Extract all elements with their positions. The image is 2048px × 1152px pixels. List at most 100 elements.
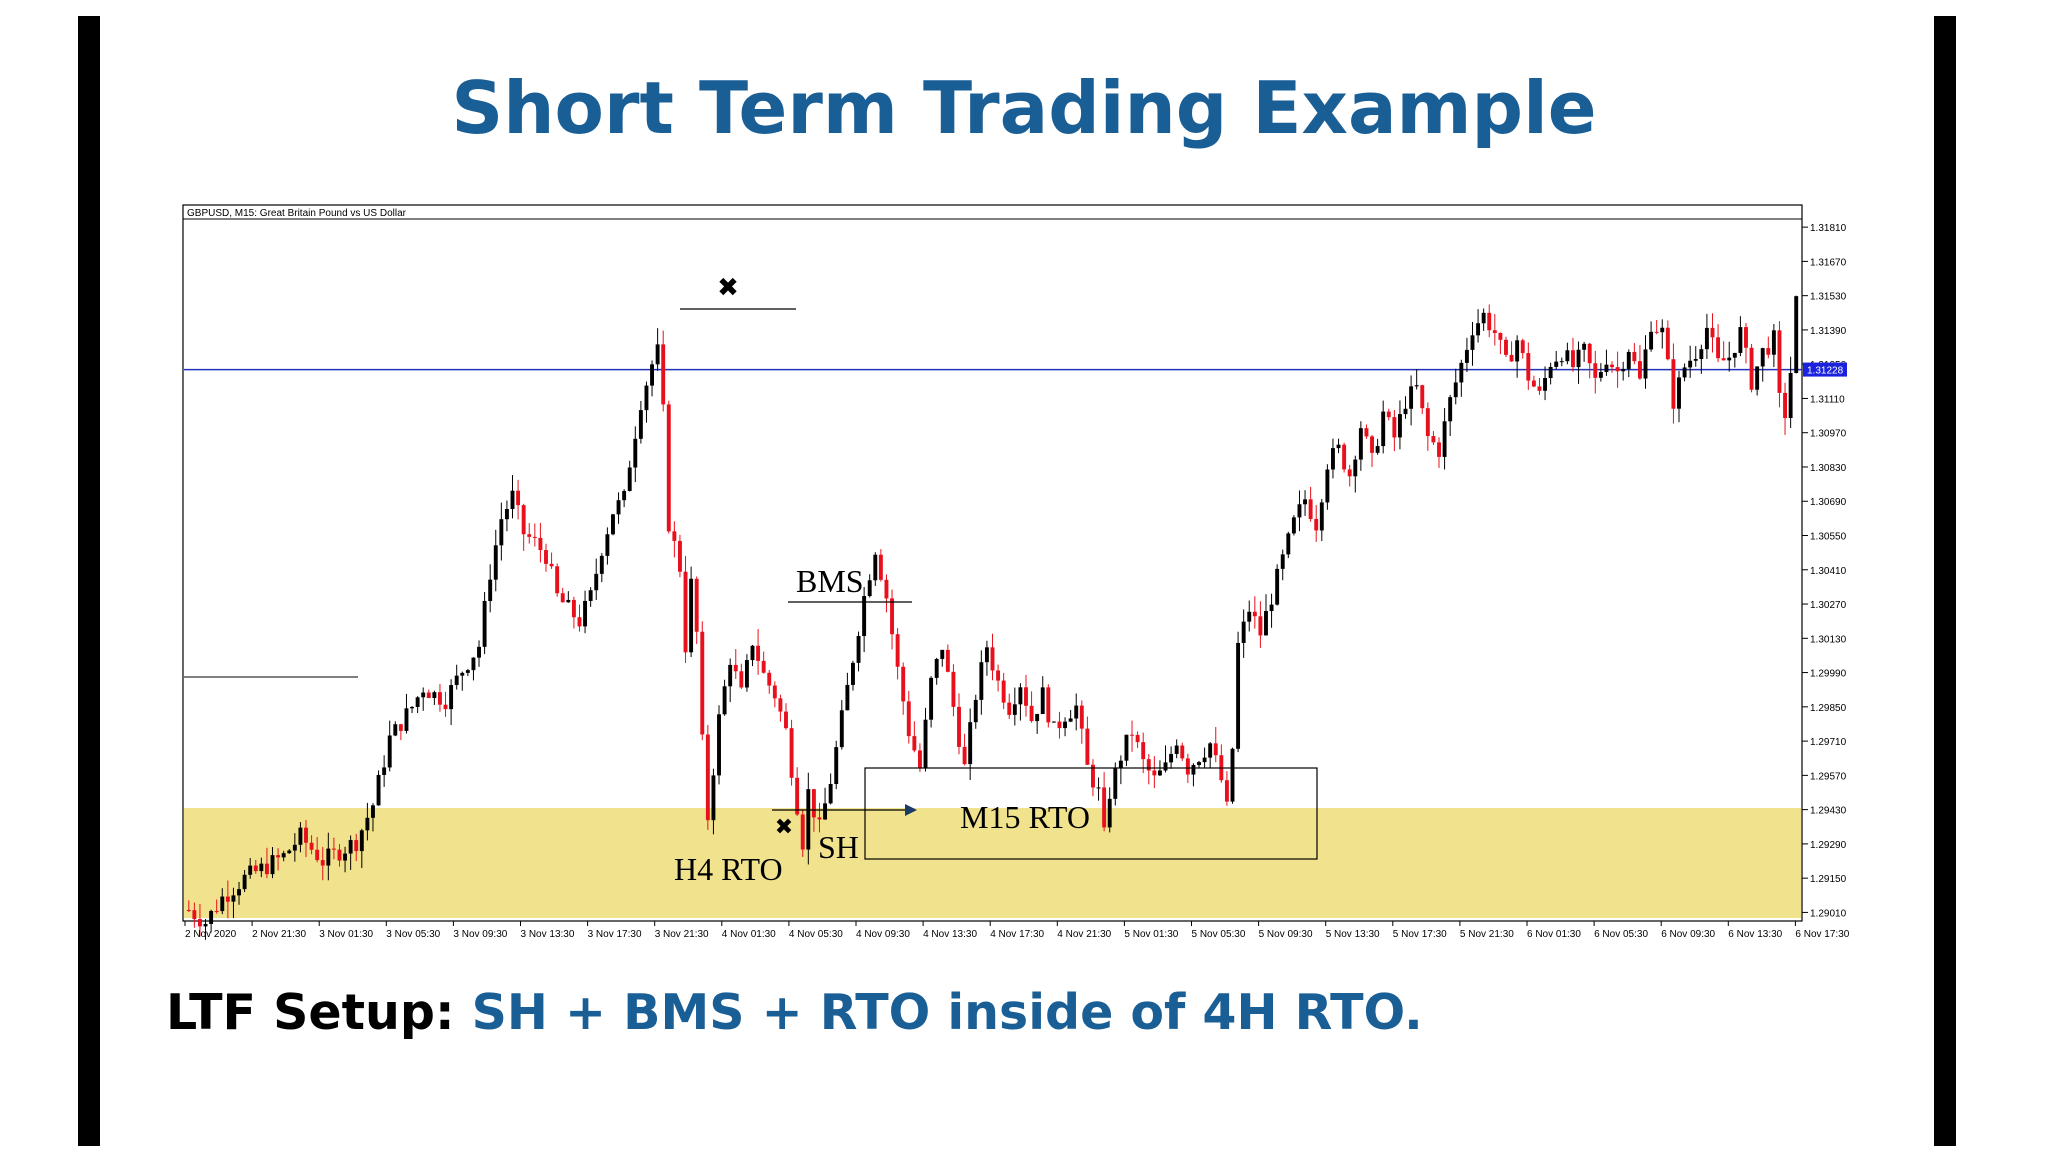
candle-body	[839, 710, 844, 748]
candle-body	[588, 590, 593, 601]
candle-body	[1012, 704, 1017, 715]
y-tick-label: 1.30830	[1810, 463, 1847, 474]
candle-body	[264, 863, 269, 875]
candle-body	[1464, 349, 1469, 363]
candle-body	[354, 840, 359, 852]
x-tick-label: 4 Nov 09:30	[856, 929, 910, 940]
candle-body	[504, 509, 509, 520]
candle-body	[1420, 385, 1425, 409]
candle-body	[851, 662, 855, 685]
candle-body	[1035, 714, 1040, 722]
candle-body	[1397, 414, 1402, 438]
candle-body	[1068, 718, 1073, 722]
candle-body	[1571, 350, 1575, 368]
candle-body	[432, 692, 437, 699]
candle-body	[1163, 762, 1168, 771]
candle-body	[583, 600, 588, 627]
candle-body	[605, 534, 610, 556]
candle-body	[1040, 687, 1045, 715]
candle-body	[1453, 382, 1458, 398]
candle-body	[1174, 745, 1179, 754]
candle-body	[1107, 798, 1112, 828]
candle-body	[1152, 770, 1157, 776]
candle-body	[560, 593, 565, 603]
candle-body	[957, 706, 961, 747]
candle-body	[711, 775, 716, 821]
candle-body	[1448, 397, 1453, 422]
left-frame-bar	[78, 16, 100, 1146]
candle-body	[984, 647, 989, 663]
candle-body	[951, 671, 956, 707]
candle-body	[890, 598, 894, 635]
candle-body	[968, 722, 973, 765]
candle-body	[1096, 787, 1101, 789]
y-tick-label: 1.29710	[1810, 737, 1847, 748]
candle-body	[1576, 349, 1581, 368]
candle-body	[499, 519, 504, 546]
candle-body	[917, 750, 922, 769]
plot-frame	[182, 204, 1803, 922]
candle-body	[1660, 327, 1665, 333]
y-axis: 1.318101.316701.315301.313901.312501.311…	[1802, 223, 1847, 919]
candle-body	[1794, 296, 1799, 373]
candle-body	[359, 830, 364, 852]
y-tick-label: 1.31110	[1810, 394, 1845, 405]
candle-body	[1018, 687, 1023, 705]
x-tick-label: 2 Nov 21:30	[252, 929, 306, 940]
candle-body	[1347, 469, 1352, 477]
candle-body	[1771, 330, 1776, 355]
x-tick-label: 2 Nov 2020	[185, 929, 237, 940]
candle-body	[1113, 768, 1118, 799]
sh-arrow-head	[905, 804, 917, 816]
candle-body	[1303, 499, 1308, 505]
candle-body	[343, 853, 348, 861]
candle-body	[248, 865, 253, 875]
x-tick-label: 4 Nov 13:30	[923, 929, 977, 940]
candle-body	[1230, 748, 1235, 802]
candle-body	[1593, 363, 1598, 378]
candle-body	[795, 777, 800, 815]
candle-body	[906, 701, 911, 737]
candle-body	[1414, 385, 1419, 387]
candle-body	[276, 855, 281, 858]
candle-body	[1007, 702, 1012, 715]
candle-body	[421, 692, 426, 698]
candle-body	[1777, 330, 1782, 393]
x-tick-label: 4 Nov 01:30	[722, 929, 776, 940]
candle-body	[1788, 372, 1793, 418]
candle-body	[315, 849, 320, 861]
candle-body	[577, 617, 582, 627]
candle-body	[1721, 358, 1726, 361]
x-axis: 2 Nov 2020 2 Nov 21:30 3 Nov 01:30 3 Nov 05…	[184, 921, 1850, 940]
candle-body	[1504, 339, 1508, 355]
candle-body	[449, 685, 454, 710]
y-tick-label: 1.29990	[1810, 669, 1847, 680]
candle-body	[404, 708, 409, 731]
candle-body	[1085, 728, 1090, 765]
candle-body	[571, 599, 576, 618]
caption-lead: LTF Setup:	[166, 984, 455, 1041]
candle-body	[415, 697, 420, 707]
y-tick-label: 1.30970	[1810, 429, 1847, 440]
candle-body	[1749, 347, 1754, 390]
y-tick-label: 1.29850	[1810, 703, 1847, 714]
candle-body	[1130, 734, 1134, 736]
candle-body	[1358, 428, 1363, 460]
candle-body	[784, 711, 788, 729]
candle-body	[689, 578, 694, 653]
candle-body	[683, 571, 688, 653]
slide-title: Short Term Trading Example	[451, 66, 1597, 150]
candle-body	[1319, 502, 1324, 531]
candle-body	[1057, 721, 1062, 729]
x-tick-label: 3 Nov 17:30	[588, 929, 642, 940]
candle-body	[1364, 428, 1369, 437]
candle-body	[806, 789, 811, 850]
candle-body	[1699, 349, 1704, 360]
candle-body	[225, 896, 230, 902]
candle-body	[1476, 323, 1481, 336]
candle-body	[878, 554, 883, 580]
candle-body	[627, 467, 632, 491]
candle-body	[544, 550, 548, 564]
candle-body	[203, 923, 208, 927]
